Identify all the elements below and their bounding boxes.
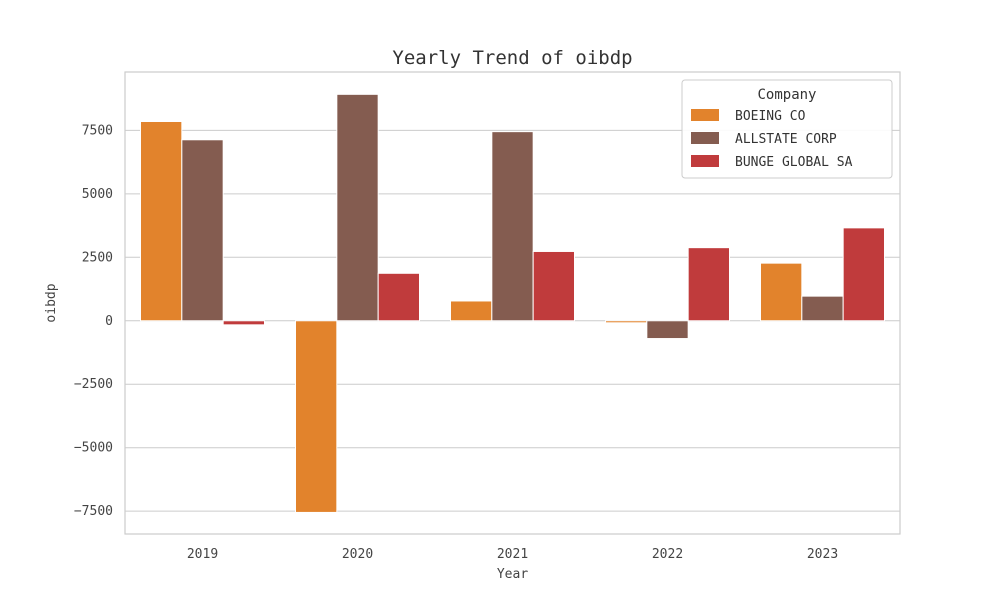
bar-allstate-corp-2020 — [336, 93, 379, 322]
legend-swatch — [691, 132, 719, 144]
y-tick-label: 7500 — [82, 123, 113, 138]
bar-allstate-corp-2019 — [181, 139, 224, 322]
bar-bunge-global-sa-2020 — [377, 272, 420, 322]
y-axis-label: oibdp — [44, 283, 59, 322]
x-tick-label: 2021 — [497, 547, 528, 562]
legend-box — [681, 79, 893, 179]
y-tick-label: 2500 — [82, 250, 113, 265]
bar-boeing-co-2020 — [295, 320, 338, 513]
bar-boeing-co-2021 — [450, 300, 493, 322]
x-axis-label: Year — [497, 567, 528, 582]
x-tick-label: 2019 — [187, 547, 218, 562]
y-tick-label: −7500 — [74, 504, 113, 519]
bar-boeing-co-2023 — [760, 262, 803, 322]
y-tick-labels: −7500 −5000 −2500 0 2500 5000 7500 — [74, 123, 113, 519]
bar-allstate-corp-2023 — [801, 295, 844, 322]
bar-bunge-global-sa-2022 — [687, 247, 731, 322]
y-tick-label: −5000 — [74, 441, 113, 456]
x-tick-labels: 2019 2020 2021 2022 2023 — [187, 547, 838, 562]
legend-label: BOEING CO — [735, 109, 806, 124]
legend: Company BOEING CO ALLSTATE CORP BUNGE GLOB… — [681, 79, 893, 179]
bar-bunge-global-sa-2023 — [842, 227, 886, 322]
bar-boeing-co-2022 — [605, 320, 648, 324]
legend-title: Company — [757, 87, 816, 103]
legend-label: BUNGE GLOBAL SA — [735, 155, 853, 170]
y-tick-label: −2500 — [74, 377, 113, 392]
bar-bunge-global-sa-2021 — [532, 250, 576, 322]
x-tick-label: 2023 — [807, 547, 838, 562]
plot-frame — [124, 71, 901, 535]
bar-bunge-global-sa-2019 — [222, 320, 266, 326]
legend-swatch — [691, 155, 719, 167]
bars — [140, 93, 886, 513]
bar-allstate-corp-2021 — [491, 131, 534, 322]
x-tick-label: 2022 — [652, 547, 683, 562]
legend-label: ALLSTATE CORP — [735, 132, 837, 147]
y-tick-label: 5000 — [82, 187, 113, 202]
y-tick-label: 0 — [105, 314, 113, 329]
legend-swatch — [691, 109, 719, 121]
bar-allstate-corp-2022 — [646, 320, 689, 340]
chart-title: Yearly Trend of oibdp — [392, 47, 632, 69]
x-tick-label: 2020 — [342, 547, 373, 562]
bar-boeing-co-2019 — [140, 121, 183, 322]
legend-items: BOEING CO ALLSTATE CORP BUNGE GLOBAL SA — [691, 109, 853, 170]
